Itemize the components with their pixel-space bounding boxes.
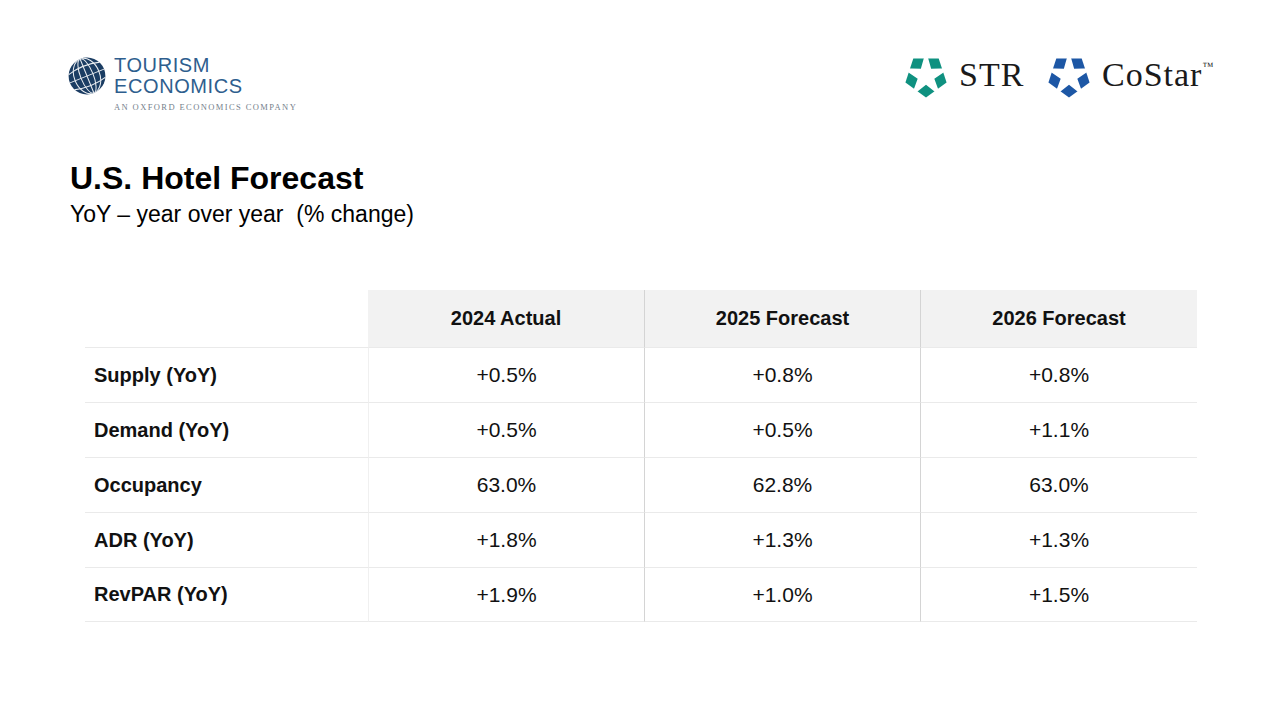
occupancy-2024-value: 63.0% xyxy=(368,457,644,512)
revpar-2026-value: +1.5% xyxy=(920,567,1197,622)
globe-icon xyxy=(67,55,107,97)
costar-wordmark: CoStar™ xyxy=(1102,51,1214,99)
tourism-economics-line1: TOURISM xyxy=(114,55,297,76)
table-header-empty xyxy=(85,290,368,347)
slide: TOURISM ECONOMICS AN OXFORD ECONOMICS CO… xyxy=(0,0,1280,720)
str-wordmark: STR xyxy=(959,51,1024,99)
supply-2024-value: +0.5% xyxy=(368,347,644,402)
row-label-revpar: RevPAR (YoY) xyxy=(85,567,368,622)
costar-trademark: ™ xyxy=(1202,60,1214,72)
costar-pentagon-star-icon xyxy=(1046,51,1092,99)
supply-2025-value: +0.8% xyxy=(644,347,920,402)
str-logo: STR xyxy=(903,51,1024,99)
demand-2026-value: +1.1% xyxy=(920,402,1197,457)
adr-2024-value: +1.8% xyxy=(368,512,644,567)
page-subtitle: YoY – year over year (% change) xyxy=(70,200,414,228)
tourism-economics-line2: ECONOMICS xyxy=(114,76,297,97)
revpar-2025-value: +1.0% xyxy=(644,567,920,622)
demand-2024-value: +0.5% xyxy=(368,402,644,457)
tourism-economics-logo: TOURISM ECONOMICS AN OXFORD ECONOMICS CO… xyxy=(67,55,297,112)
table-header-2024-actual: 2024 Actual xyxy=(368,290,644,347)
forecast-table: 2024 Actual 2025 Forecast 2026 Forecast … xyxy=(85,290,1197,622)
str-pentagon-star-icon xyxy=(903,51,949,99)
row-label-occupancy: Occupancy xyxy=(85,457,368,512)
demand-2025-value: +0.5% xyxy=(644,402,920,457)
adr-2025-value: +1.3% xyxy=(644,512,920,567)
costar-logo: CoStar™ xyxy=(1046,51,1214,99)
table-header-2025-forecast: 2025 Forecast xyxy=(644,290,920,347)
adr-2026-value: +1.3% xyxy=(920,512,1197,567)
table-header-2026-forecast: 2026 Forecast xyxy=(920,290,1197,347)
tourism-economics-wordmark: TOURISM ECONOMICS AN OXFORD ECONOMICS CO… xyxy=(114,55,297,112)
occupancy-2025-value: 62.8% xyxy=(644,457,920,512)
occupancy-2026-value: 63.0% xyxy=(920,457,1197,512)
tourism-economics-tagline: AN OXFORD ECONOMICS COMPANY xyxy=(114,102,297,112)
supply-2026-value: +0.8% xyxy=(920,347,1197,402)
page-title: U.S. Hotel Forecast xyxy=(70,160,363,196)
row-label-demand: Demand (YoY) xyxy=(85,402,368,457)
row-label-supply: Supply (YoY) xyxy=(85,347,368,402)
row-label-adr: ADR (YoY) xyxy=(85,512,368,567)
revpar-2024-value: +1.9% xyxy=(368,567,644,622)
